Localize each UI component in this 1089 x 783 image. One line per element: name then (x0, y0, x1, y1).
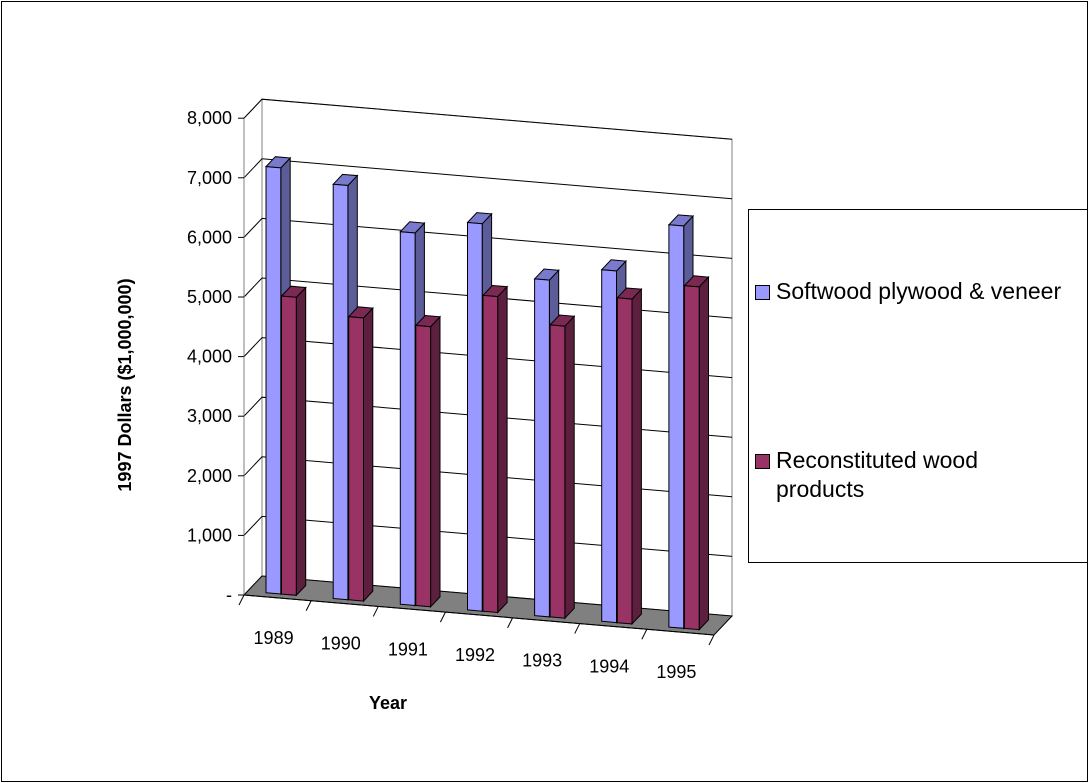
x-tick-mark (642, 629, 647, 639)
y-tick-label: 4,000 (187, 347, 232, 367)
legend-label-softwood: Softwood plywood & veneer (776, 277, 1066, 306)
bar-1990-series-1 (349, 307, 373, 601)
bar-1992-series-1 (483, 286, 507, 613)
x-tick-mark (306, 601, 311, 611)
x-tick-mark (575, 624, 580, 634)
y-axis-ticks: - 1,000 2,000 3,000 4,000 5,000 6,000 7,000 8,00… (187, 108, 244, 605)
bar-1991-series-1 (416, 316, 440, 607)
bar-1994-series-1 (617, 288, 641, 624)
y-tick-label: 2,000 (187, 466, 232, 486)
legend-label-reconstituted: Reconstituted wood products (776, 446, 1066, 504)
x-tick-label: 1990 (321, 634, 361, 654)
legend-swatch-softwood (755, 285, 770, 300)
legend-item-softwood: Softwood plywood & veneer (755, 277, 1066, 306)
x-axis-title: Year (369, 693, 407, 713)
y-tick-label: 5,000 (187, 287, 232, 307)
chart-legend: Softwood plywood & veneer Reconstituted … (748, 209, 1088, 563)
bar-1993-series-1 (550, 315, 574, 618)
x-tick-label: 1992 (455, 645, 495, 665)
y-tick-label: 7,000 (187, 168, 232, 188)
x-tick-mark (373, 606, 378, 616)
x-tick-label: 1994 (589, 656, 629, 676)
x-tick-mark (440, 612, 445, 622)
y-tick-label: 6,000 (187, 227, 232, 247)
y-tick-label: 3,000 (187, 406, 232, 426)
bar-1995-series-1 (684, 276, 708, 630)
x-tick-mark (709, 635, 714, 645)
y-tick-label: - (226, 585, 232, 605)
x-tick-mark (239, 595, 244, 605)
legend-swatch-reconstituted (755, 454, 770, 469)
x-tick-label: 1993 (522, 651, 562, 671)
x-tick-label: 1995 (656, 662, 696, 682)
x-tick-label: 1991 (388, 639, 428, 659)
legend-item-reconstituted: Reconstituted wood products (755, 446, 1066, 504)
x-tick-label: 1989 (254, 628, 294, 648)
y-tick-label: 8,000 (187, 108, 232, 128)
y-tick-label: 1,000 (187, 525, 232, 545)
y-axis-title: 1997 Dollars ($1,000,000) (115, 278, 135, 491)
x-tick-mark (508, 618, 513, 628)
bar-1989-series-1 (282, 286, 306, 595)
